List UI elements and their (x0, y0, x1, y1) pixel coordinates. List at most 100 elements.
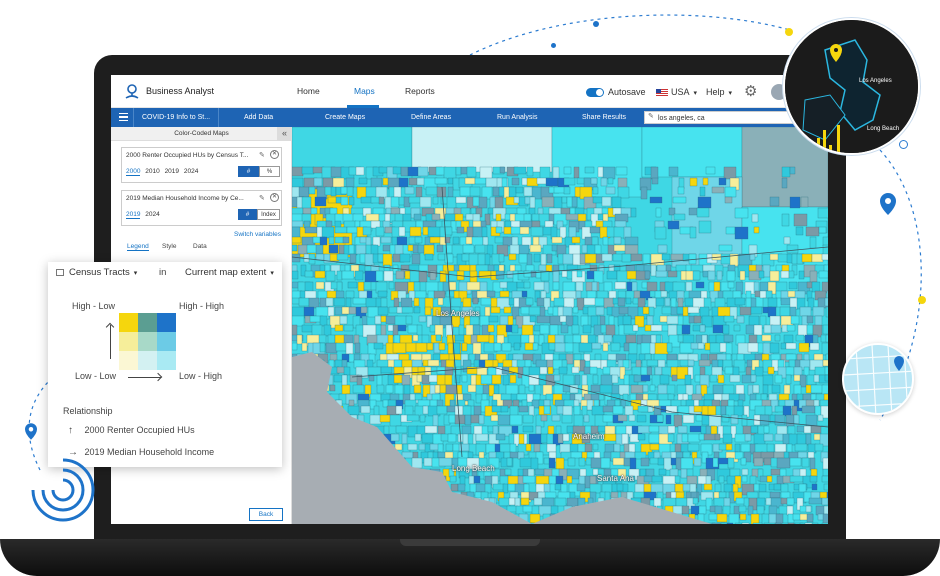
tab-legend[interactable]: Legend (127, 243, 149, 251)
tab-data[interactable]: Data (193, 243, 207, 250)
relationship-item: → 2019 Median Household Income (68, 447, 214, 458)
in-label: in (159, 267, 167, 278)
choropleth-map[interactable] (292, 127, 828, 524)
pencil-icon[interactable]: ✎ (259, 152, 265, 159)
inset-street-circle (842, 343, 914, 415)
year-option[interactable]: 2024 (145, 211, 160, 218)
switch-variables-link[interactable]: Switch variables (234, 231, 281, 238)
nav-home[interactable]: Home (297, 86, 320, 96)
toolbar-create-maps[interactable]: Create Maps (325, 114, 366, 121)
autosave-label: Autosave (608, 87, 646, 97)
legend-low-low: Low - Low (75, 371, 117, 381)
chevron-down-icon: ▾ (693, 90, 698, 97)
collapse-panel-icon[interactable]: « (277, 127, 292, 141)
close-icon[interactable]: ✕ (270, 150, 279, 159)
legend-color-cell (157, 351, 176, 370)
lock-icon (56, 269, 64, 276)
layer-card-renter: 2000 Renter Occupied HUs by Census T... … (121, 147, 282, 183)
layer-title: 2019 Median Household Income by Ce... (126, 195, 244, 202)
arrow-right-icon: → (68, 447, 78, 458)
street-pattern-graphic (844, 345, 912, 413)
year-option[interactable]: 2000 (126, 168, 141, 176)
map-pin-icon (880, 193, 896, 215)
toolbar-add-data[interactable]: Add Data (244, 114, 274, 121)
pencil-search-icon: ✎ (648, 113, 654, 120)
year-option[interactable]: 2019 (126, 211, 141, 219)
panel-title: Color-Coded Maps (111, 127, 292, 141)
legend-color-cell (138, 313, 157, 332)
mode-percent-button[interactable]: % (259, 166, 280, 177)
map-view[interactable]: Los Angeles Anaheim Long Beach Santa Ana (292, 127, 828, 524)
map-pin-icon (25, 423, 37, 440)
relationship-label: 2019 Median Household Income (84, 447, 215, 457)
bivariate-legend-card: Census Tracts ▾ in Current map extent ▾ Hi… (48, 262, 282, 467)
bivariate-color-grid (119, 313, 176, 370)
map-label-santa-ana: Santa Ana (597, 474, 634, 483)
legend-color-cell (157, 332, 176, 351)
country-label: USA (671, 87, 690, 97)
country-selector[interactable]: USA ▾ (671, 87, 697, 97)
nav-maps[interactable]: Maps (354, 86, 375, 96)
year-option[interactable]: 2019 (164, 168, 180, 175)
chevron-down-icon: ▾ (270, 270, 274, 277)
relationship-label: 2000 Renter Occupied HUs (84, 425, 195, 435)
back-button[interactable]: Back (249, 508, 283, 521)
pencil-icon[interactable]: ✎ (259, 195, 265, 202)
layer-title: 2000 Renter Occupied HUs by Census T... (126, 152, 249, 159)
legend-color-cell (138, 351, 157, 370)
mode-count-button[interactable]: # (238, 166, 259, 177)
toolbar-define-areas[interactable]: Define Areas (411, 114, 452, 121)
autosave-toggle[interactable] (586, 88, 604, 97)
laptop-notch (400, 539, 540, 546)
toolbar-run-analysis[interactable]: Run Analysis (497, 114, 538, 121)
help-menu[interactable]: Help ▾ (706, 87, 732, 97)
legend-color-cell (119, 351, 138, 370)
relationship-item: ↑ 2000 Renter Occupied HUs (68, 425, 195, 436)
toolbar-share-results[interactable]: Share Results (582, 114, 626, 121)
year-option[interactable]: 2024 (183, 168, 199, 175)
layer-card-income: 2019 Median Household Income by Ce... ✎ … (121, 190, 282, 226)
legend-high-low: High - Low (72, 301, 116, 311)
hamburger-menu-icon[interactable] (119, 113, 128, 121)
map-label-long-beach: Long Beach (452, 464, 495, 473)
inset-map-graphic (785, 20, 918, 153)
legend-color-cell (119, 313, 138, 332)
extent-dropdown[interactable]: Current map extent ▾ (185, 267, 274, 278)
extent-label: Current map extent (185, 267, 267, 278)
concentric-arcs-graphic (31, 458, 95, 522)
year-selector: 2000 2010 2019 2024 (126, 168, 201, 176)
inset-label-los-angeles: Los Angeles (859, 78, 892, 84)
chevron-down-icon: ▾ (133, 270, 138, 277)
map-label-los-angeles: Los Angeles (436, 309, 480, 318)
mode-index-button[interactable]: Index (257, 209, 280, 220)
decorative-dot (593, 21, 599, 27)
legend-color-cell (157, 313, 176, 332)
year-option[interactable]: 2010 (145, 168, 160, 175)
project-name[interactable]: COVID-19 Info to St... (133, 108, 220, 127)
location-search-input[interactable]: los angeles, ca (644, 111, 828, 124)
geography-dropdown[interactable]: Census Tracts ▾ (69, 267, 137, 278)
legend-low-high: Low - High (179, 371, 223, 381)
decorative-dot (918, 296, 926, 304)
legend-color-cell (138, 332, 157, 351)
arrow-up-icon: ↑ (68, 425, 73, 436)
mode-count-button[interactable]: # (238, 209, 257, 220)
legend-high-high: High - High (179, 301, 225, 311)
gear-icon[interactable]: ⚙ (744, 83, 758, 100)
nav-active-indicator (347, 105, 379, 108)
app-screen: Business Analyst Home Maps Reports Autos… (111, 75, 828, 524)
tab-style[interactable]: Style (162, 243, 177, 250)
nav-reports[interactable]: Reports (405, 86, 435, 96)
inset-map-circle: Los Angeles Long Beach (783, 18, 920, 155)
year-selector: 2019 2024 (126, 211, 163, 219)
decorative-dot (551, 43, 556, 48)
top-app-bar: Business Analyst Home Maps Reports Autos… (111, 75, 828, 108)
arrow-right-icon (128, 377, 161, 378)
map-label-anaheim: Anaheim (573, 432, 605, 441)
chevron-down-icon: ▾ (728, 90, 733, 97)
geography-label: Census Tracts (69, 267, 130, 278)
close-icon[interactable]: ✕ (270, 193, 279, 202)
us-flag-icon (656, 89, 668, 97)
relationship-title: Relationship (63, 406, 113, 416)
